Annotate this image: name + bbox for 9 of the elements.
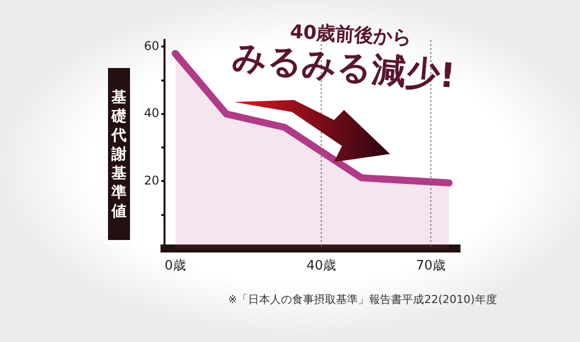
y-axis-title: 基礎代謝基準値 — [112, 88, 126, 220]
x-tick-label: 40歳 — [306, 258, 336, 274]
x-tick-label: 0歳 — [164, 258, 186, 274]
y-tick-label: 40 — [144, 106, 160, 120]
text: ※「日本人の食事摂取基準」報告書平成22(2010)年度 — [228, 292, 497, 307]
annotation: 40歳前後から — [290, 20, 412, 50]
y-tick-label: 60 — [144, 38, 160, 53]
x-tick-label: 70歳 — [416, 258, 446, 274]
y-tick-label: 20 — [144, 173, 160, 188]
